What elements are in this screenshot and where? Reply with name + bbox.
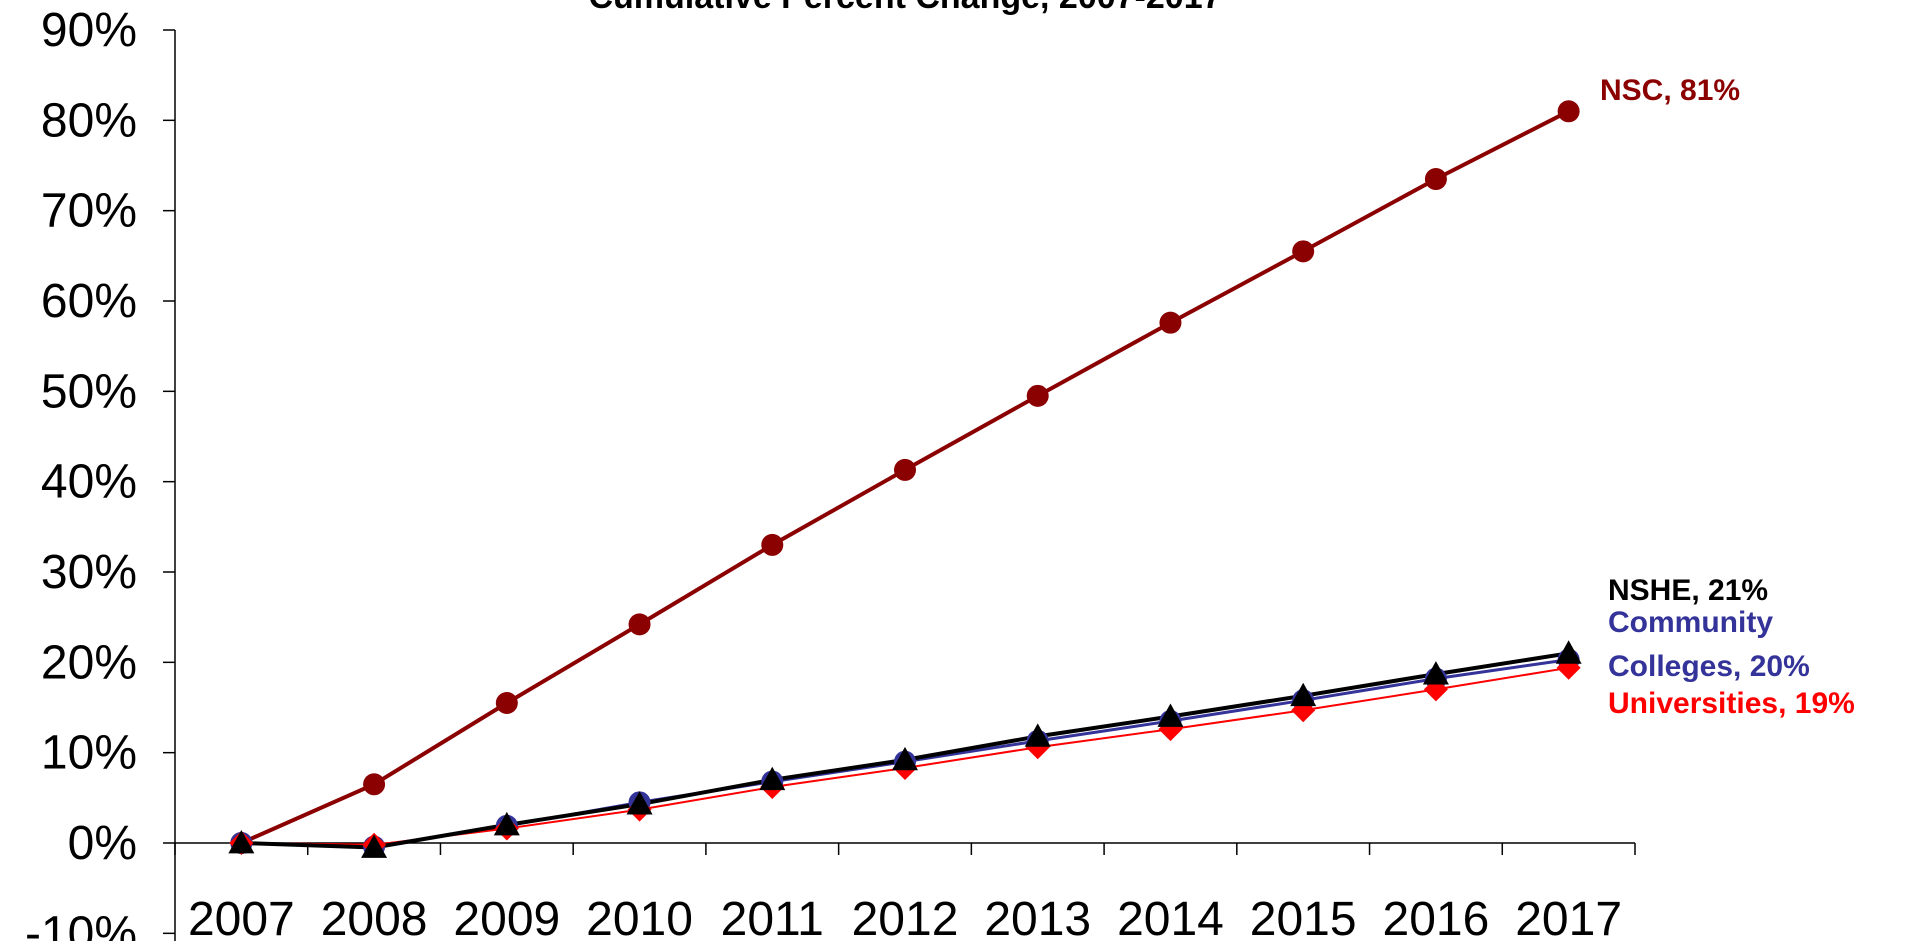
data-point-nshe: [759, 766, 786, 791]
y-tick-label: 50%: [41, 365, 137, 418]
data-point-nshe: [1290, 682, 1317, 707]
data-point-nsc: [363, 773, 386, 796]
x-tick-label: 2013: [984, 893, 1091, 941]
y-tick-label: 30%: [41, 546, 137, 599]
x-tick-label: 2008: [321, 893, 428, 941]
y-tick-label: 40%: [41, 456, 137, 509]
y-tick-label: 70%: [41, 185, 137, 238]
series-label-community-colleges: Colleges, 20%: [1608, 650, 1810, 683]
data-point-nsc: [1159, 311, 1182, 334]
data-point-nsc: [495, 691, 518, 714]
series-label-community-colleges: Community: [1608, 606, 1773, 639]
data-point-nshe: [892, 746, 918, 771]
x-tick-label: 2017: [1515, 893, 1622, 941]
series-markers: [228, 100, 1582, 858]
data-point-nshe: [626, 791, 653, 815]
data-point-nshe: [1555, 640, 1582, 664]
y-tick-label: 60%: [41, 275, 137, 328]
data-point-nsc: [1424, 168, 1447, 191]
axes: -10% 0% 10% 20% 30% 40% 50% 60% 70% 80% 90% 2007 200…: [25, 4, 1636, 941]
data-point-nsc: [1557, 100, 1580, 123]
data-point-nsc: [894, 458, 916, 481]
x-tick-label: 2010: [586, 893, 693, 941]
chart-title: Cumulative Percent Change, 2007-2017: [588, 0, 1221, 16]
data-point-nsc: [628, 613, 651, 636]
data-point-nsc: [761, 533, 784, 556]
data-point-nshe: [1422, 661, 1449, 685]
x-tick-label: 2016: [1383, 893, 1490, 941]
x-tick-label: 2009: [453, 893, 560, 941]
x-tick-label: 2015: [1250, 893, 1357, 941]
series-labels: NSC, 81% Community Colleges, 20% Universiti…: [1600, 74, 1855, 720]
x-tick-label: 2012: [852, 893, 959, 941]
data-point-nsc: [1026, 384, 1049, 407]
y-tick-label: 80%: [41, 94, 137, 147]
y-tick-label: 90%: [41, 4, 137, 57]
y-tick-label: -10%: [25, 907, 137, 941]
x-tick-label: 2011: [721, 893, 824, 941]
y-tick-label: 0%: [68, 817, 137, 870]
y-tick-label: 20%: [41, 636, 137, 689]
data-point-nshe: [228, 830, 255, 854]
y-tick-label: 10%: [41, 727, 137, 780]
x-tick-label: 2014: [1117, 893, 1224, 941]
series-label-universities: Universities, 19%: [1608, 687, 1855, 720]
series-label-nshe: NSHE, 21%: [1608, 574, 1768, 607]
data-point-nshe: [1024, 723, 1051, 747]
x-tick-label: 2007: [188, 893, 295, 941]
data-point-nshe: [361, 834, 388, 858]
data-point-nshe: [1157, 703, 1184, 727]
data-point-nshe: [493, 811, 520, 836]
data-point-nsc: [1292, 240, 1315, 263]
series-label-nsc: NSC, 81%: [1600, 74, 1740, 107]
